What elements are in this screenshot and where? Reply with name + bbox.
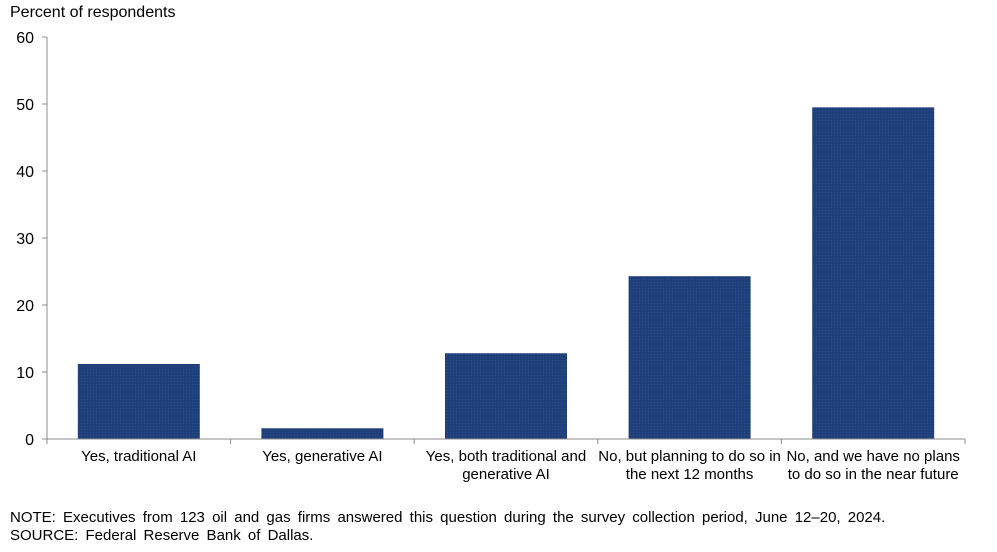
y-tick-label: 30 <box>16 231 34 248</box>
bar-1 <box>77 363 200 439</box>
y-tick-label: 50 <box>16 97 34 114</box>
x-tick-label: Yes, traditional AI <box>81 448 197 465</box>
y-tick-label: 10 <box>16 365 34 382</box>
bar-4 <box>628 276 751 439</box>
bar-5 <box>812 107 935 439</box>
y-tick-label: 60 <box>16 30 34 47</box>
x-tick-label: Yes, generative AI <box>262 448 383 465</box>
chart-source: SOURCE: Federal Reserve Bank of Dallas. <box>10 527 314 544</box>
y-axis-label: Percent of respondents <box>10 4 176 21</box>
bar-3 <box>445 353 567 439</box>
x-tick-label: No, but planning to do so in the next 12… <box>598 448 781 483</box>
x-tick-label: No, and we have no plans to do so in the… <box>786 448 960 483</box>
x-tick-label: Yes, both traditional and generative AI <box>425 448 587 483</box>
chart-note: NOTE: Executives from 123 oil and gas fi… <box>10 509 886 526</box>
y-tick-label: 0 <box>25 432 34 449</box>
bar-2 <box>261 428 384 439</box>
y-tick-label: 20 <box>16 298 34 315</box>
y-tick-label: 40 <box>16 164 34 181</box>
